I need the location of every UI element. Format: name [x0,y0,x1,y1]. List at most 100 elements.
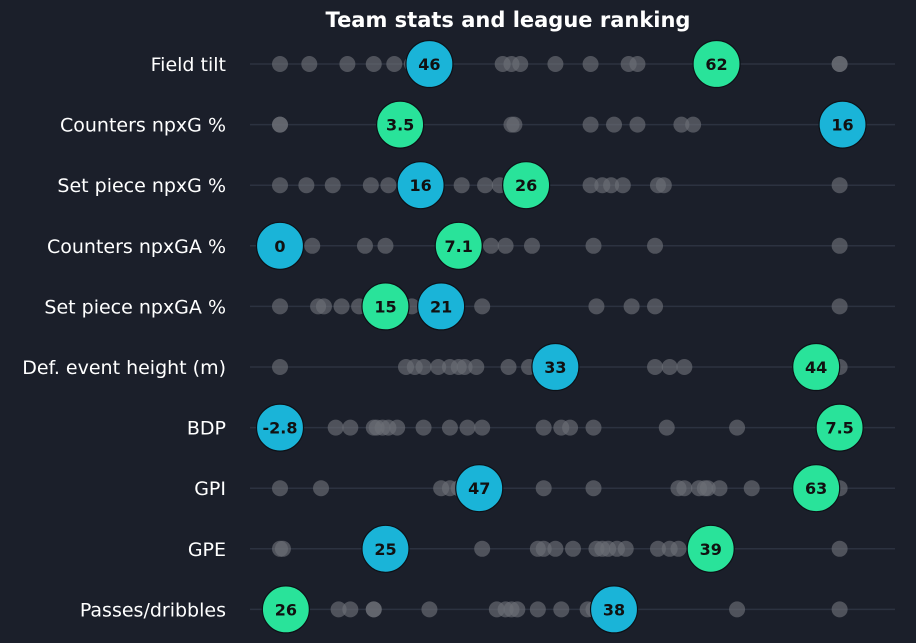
team-b-bubble: 26 [261,585,310,634]
team-a-point [531,342,580,392]
team-b-value-label: 39 [700,540,722,559]
league-team-point [547,56,564,72]
team-b-value-label: 15 [374,297,396,316]
league-team-point [647,237,664,254]
team-b-value-label: 7.5 [825,419,853,438]
league-team-point [547,540,564,557]
team-b-bubble: 63 [792,464,841,513]
metric-row: Counters npxG % 3.5 16 [60,100,895,149]
league-team-point [274,540,291,557]
team-b-bubble: 26 [502,161,551,210]
chart-title: Team stats and league ranking [326,8,691,32]
team-b-value-label: 44 [805,358,827,377]
team-a-bubble: 46 [405,39,454,89]
row-label: Field tilt [151,54,226,76]
row-label: GPI [194,478,226,500]
league-team-point [272,359,288,375]
league-team-point [743,480,760,497]
metric-row: Set piece npxGA % 15 21 [44,282,895,331]
league-team-point [582,177,599,194]
league-team-point [582,116,599,133]
league-team-point [831,56,848,72]
league-team-point [647,359,664,375]
team-b-value-label: 26 [275,600,297,619]
league-team-point [729,419,746,436]
league-team-point [831,237,848,254]
league-team-point [649,540,666,557]
team-a-point [417,282,466,331]
league-team-point [673,116,690,133]
league-team-point [497,237,514,254]
team-b-point [434,221,483,270]
team-a-point [255,403,305,452]
league-team-point [676,480,693,497]
league-team-point [474,298,491,315]
league-team-point [658,419,675,436]
league-team-point [365,56,382,72]
team-a-point [361,524,410,573]
team-a-value-label: 25 [374,540,396,559]
league-team-point [670,540,687,557]
league-team-point [453,177,470,194]
league-team-point [617,540,634,557]
league-team-point [482,237,499,254]
league-team-point [330,601,347,618]
team-b-bubble: 39 [686,524,735,573]
league-team-point [535,480,552,497]
league-team-point [629,116,646,133]
league-team-point [342,601,359,618]
league-team-point [553,601,570,618]
league-team-point [298,177,315,194]
league-team-point [535,419,552,436]
metric-row: Passes/dribbles 26 38 [80,585,895,634]
team-a-bubble: 38 [589,585,639,634]
league-team-point [699,480,716,497]
team-b-bubble: 62 [692,39,741,89]
team-a-value-label: 21 [430,297,452,316]
team-b-bubble: 15 [361,282,410,331]
league-team-point [441,419,458,436]
team-b-point [376,100,425,149]
league-team-point [324,177,341,194]
league-team-point [474,419,491,436]
league-team-point [500,359,517,375]
league-team-point [512,56,529,72]
team-b-value-label: 63 [805,479,827,498]
metric-row: Def. event height (m) 44 33 [22,342,895,392]
league-team-point [831,177,848,194]
league-team-point [623,298,640,315]
team-b-bubble: 7.1 [434,221,483,270]
team-b-bubble: 7.5 [815,403,864,452]
team-b-point [792,464,841,513]
league-team-point [509,601,526,618]
league-team-point [365,601,382,618]
league-team-point [272,116,288,133]
league-team-point [339,56,356,72]
league-team-point [313,480,330,497]
team-a-bubble: 0 [255,221,305,270]
team-a-point [818,100,867,149]
league-team-point [380,177,397,194]
team-b-point [792,342,841,392]
team-a-value-label: 16 [410,176,432,195]
team-a-point [405,39,454,89]
league-team-point [647,298,664,315]
league-team-point [606,116,623,133]
league-team-point [565,540,581,557]
league-team-point [342,419,359,436]
team-a-value-label: -2.8 [263,419,298,438]
metric-row: GPI 63 47 [194,464,895,513]
league-team-point [582,56,599,72]
league-team-point [529,601,546,618]
league-team-point [389,419,406,436]
team-a-point [396,161,445,210]
league-team-point [362,177,379,194]
team-a-value-label: 47 [468,479,490,498]
league-team-point [415,419,432,436]
league-team-point [272,56,288,72]
league-team-point [430,359,447,375]
league-team-point [474,540,491,557]
league-team-point [304,237,321,254]
